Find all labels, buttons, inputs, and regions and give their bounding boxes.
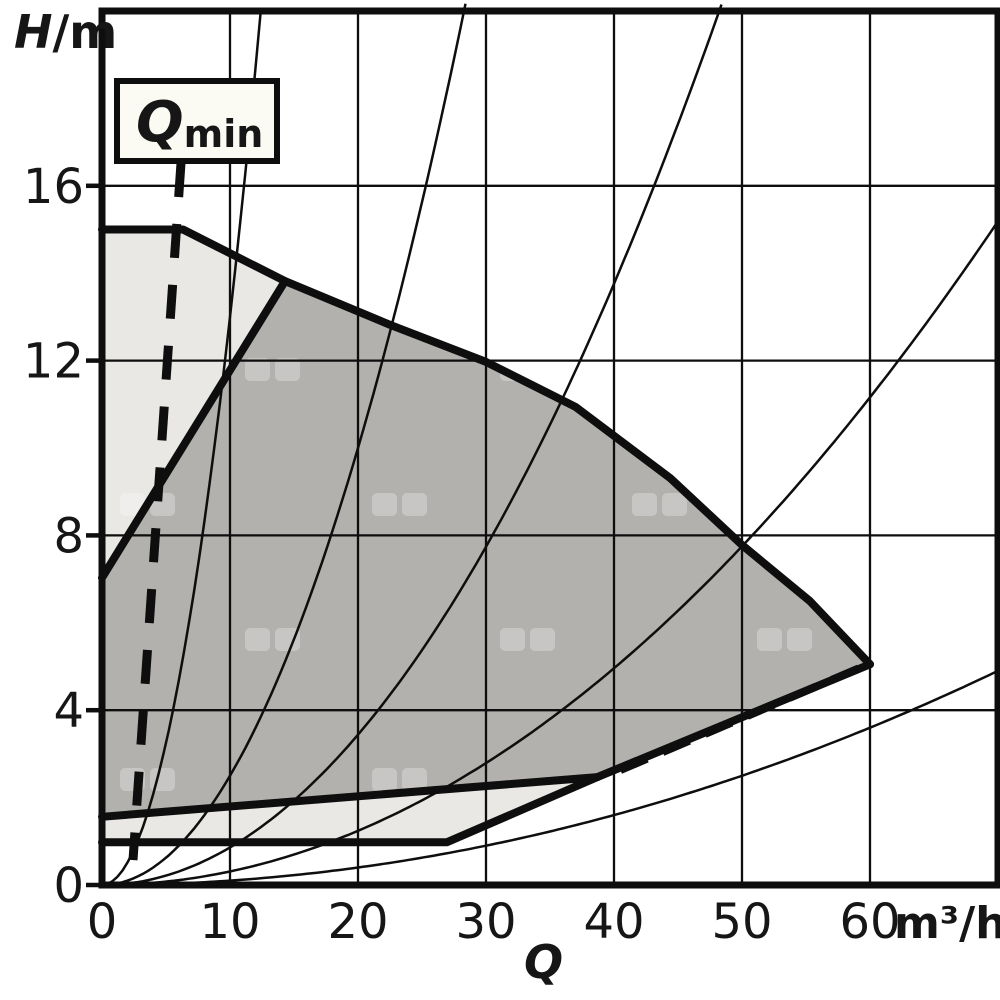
system-curve <box>101 3 467 887</box>
watermark-mark <box>787 628 812 651</box>
watermark-mark <box>662 768 687 791</box>
watermark-mark <box>884 768 909 791</box>
qmin-dashed-line <box>128 162 186 861</box>
x-tick-label: 20 <box>327 894 388 950</box>
watermark-mark <box>275 358 300 381</box>
y-axis-title: H/m <box>14 5 117 59</box>
watermark-mark <box>884 493 909 516</box>
x-tick-label: 50 <box>711 894 772 950</box>
watermark-mark <box>500 628 525 651</box>
watermark-mark <box>914 493 939 516</box>
watermark-mark <box>275 628 300 651</box>
y-axis-title-unit: /m <box>53 5 118 59</box>
watermark-mark <box>662 493 687 516</box>
dashed-limit-lines <box>128 162 868 861</box>
x-axis-title: Q <box>524 935 563 989</box>
qmin-callout: Qmin <box>114 78 280 164</box>
x-tick-label: 40 <box>583 894 644 950</box>
plot-frame <box>98 7 1000 889</box>
watermark-mark <box>245 358 270 381</box>
tick-marks <box>86 183 102 888</box>
field-bottom-edge <box>98 660 874 847</box>
watermark-mark <box>632 768 657 791</box>
watermark-mark <box>632 493 657 516</box>
qmin-box <box>114 78 280 164</box>
watermark-mark <box>530 358 555 381</box>
watermark-mark <box>402 768 427 791</box>
watermark-mark <box>757 358 782 381</box>
watermark-mark <box>372 493 397 516</box>
system-curve <box>102 220 1000 887</box>
y-tick-label: 12 <box>23 334 84 390</box>
y-tick-label: 0 <box>53 858 84 914</box>
watermark-mark <box>245 628 270 651</box>
left-diagonal-boundary <box>98 277 289 582</box>
y-axis-title-symbol: H <box>14 5 53 59</box>
system-curve <box>101 4 723 887</box>
watermark-mark <box>787 358 812 381</box>
x-tick-label: 30 <box>455 894 516 950</box>
qmin-label-subscript: min <box>184 112 264 156</box>
tick-labels: 0 4 8 12 16 0 10 20 30 40 50 60 <box>23 159 901 950</box>
field-boundary-lines <box>98 225 874 847</box>
watermark-mark <box>757 628 782 651</box>
qmin-label-symbol: Q <box>136 90 184 155</box>
y-tick-label: 16 <box>23 159 84 215</box>
x-axis-unit: m³/h <box>894 898 1000 949</box>
watermark-mark <box>914 768 939 791</box>
system-curve <box>102 669 999 887</box>
max-speed-curve <box>98 225 874 669</box>
watermark-mark <box>402 493 427 516</box>
x-tick-label: 0 <box>87 894 118 950</box>
x-tick-label: 10 <box>199 894 260 950</box>
system-curve <box>101 11 262 887</box>
watermark-mark <box>372 768 397 791</box>
y-tick-label: 4 <box>53 683 84 739</box>
min-speed-curve <box>98 773 602 821</box>
y-tick-label: 8 <box>53 508 84 564</box>
qmin-label: Qmin <box>136 90 263 156</box>
plot-border <box>98 7 1000 889</box>
watermark-mark <box>120 493 145 516</box>
x-tick-label: 60 <box>839 894 900 950</box>
watermark-mark <box>530 628 555 651</box>
system-characteristic-curves <box>101 3 1000 887</box>
